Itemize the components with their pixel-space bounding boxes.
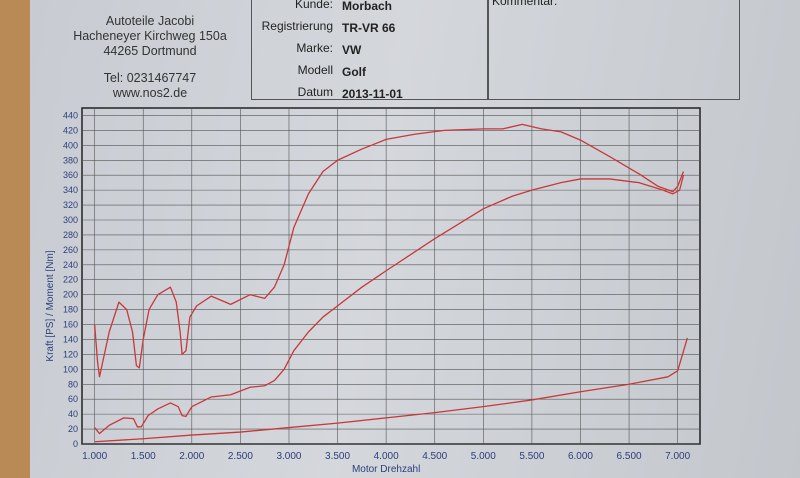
y-tick-label: 40 bbox=[68, 409, 78, 419]
x-tick-label: 7.000 bbox=[665, 451, 690, 462]
y-tick-label: 320 bbox=[63, 200, 78, 210]
x-tick-label: 1.500 bbox=[131, 451, 156, 462]
y-tick-label: 360 bbox=[63, 170, 78, 180]
y-tick-label: 220 bbox=[63, 275, 78, 285]
x-tick-label: 2.500 bbox=[228, 451, 253, 462]
x-tick-label: 2.000 bbox=[179, 451, 204, 462]
field-label: Datum bbox=[297, 85, 333, 99]
y-tick-label: 80 bbox=[68, 379, 78, 389]
x-tick-label: 5.000 bbox=[471, 451, 496, 462]
field-label: Kunde: bbox=[294, 0, 333, 11]
field-value: VW bbox=[342, 43, 362, 57]
plot-frame bbox=[81, 107, 701, 445]
y-tick-label: 160 bbox=[63, 320, 78, 330]
y-tick-label: 400 bbox=[63, 140, 78, 150]
y-tick-label: 300 bbox=[63, 215, 78, 225]
y-tick-label: 140 bbox=[63, 334, 78, 344]
y-tick-label: 340 bbox=[63, 185, 78, 195]
x-tick-label: 4.000 bbox=[374, 451, 399, 462]
power-curve bbox=[94, 175, 685, 435]
y-tick-label: 260 bbox=[63, 245, 78, 255]
company-web: www.nos2.de bbox=[112, 86, 188, 100]
x-tick-label: 5.500 bbox=[519, 451, 544, 462]
x-tick-label: 6.500 bbox=[617, 451, 642, 462]
company-city: 44265 Dortmund bbox=[103, 44, 197, 58]
dyno-printout bbox=[30, 0, 800, 478]
y-tick-label: 100 bbox=[63, 364, 78, 374]
y-tick-label: 280 bbox=[63, 230, 78, 240]
field-label: Marke: bbox=[296, 41, 333, 55]
field-value: TR-VR 66 bbox=[342, 21, 396, 35]
y-axis-label: Kraft [PS] / Moment [Nm] bbox=[45, 250, 56, 361]
loss-curve bbox=[94, 337, 688, 443]
x-tick-label: 1.000 bbox=[82, 451, 107, 462]
y-tick-label: 120 bbox=[63, 349, 78, 359]
comment-label: Kommentar: bbox=[492, 0, 558, 8]
field-value: 2013-11-01 bbox=[342, 87, 403, 101]
y-tick-label: 380 bbox=[63, 155, 78, 165]
x-tick-label: 3.500 bbox=[325, 451, 350, 462]
company-name: Autoteile Jacobi bbox=[105, 14, 195, 28]
y-tick-label: 180 bbox=[63, 305, 78, 315]
torque-curve bbox=[93, 123, 685, 378]
x-tick-label: 3.000 bbox=[276, 451, 301, 462]
company-street: Hacheneyer Kirchweg 150a bbox=[73, 29, 227, 43]
company-phone: Tel: 0231467747 bbox=[103, 71, 197, 85]
vehicle-info-box bbox=[251, 0, 488, 100]
y-tick-label: 440 bbox=[63, 110, 78, 120]
x-tick-label: 6.000 bbox=[568, 451, 593, 462]
x-axis-label: Motor Drehzahl bbox=[352, 464, 420, 475]
y-tick-label: 200 bbox=[63, 290, 78, 300]
field-value: Morbach bbox=[342, 0, 393, 13]
y-tick-label: 20 bbox=[68, 424, 78, 434]
field-value: Golf bbox=[342, 65, 366, 79]
y-tick-label: 0 bbox=[73, 439, 78, 449]
field-label: Modell bbox=[297, 63, 333, 77]
x-tick-label: 4.500 bbox=[422, 451, 447, 462]
y-tick-label: 420 bbox=[63, 125, 78, 135]
y-tick-label: 240 bbox=[63, 260, 78, 270]
y-tick-label: 60 bbox=[68, 394, 78, 404]
field-label: Registrierung bbox=[261, 19, 333, 33]
company-address: Autoteile Jacobi Hacheneyer Kirchweg 150… bbox=[40, 14, 260, 101]
comment-box bbox=[488, 0, 740, 100]
